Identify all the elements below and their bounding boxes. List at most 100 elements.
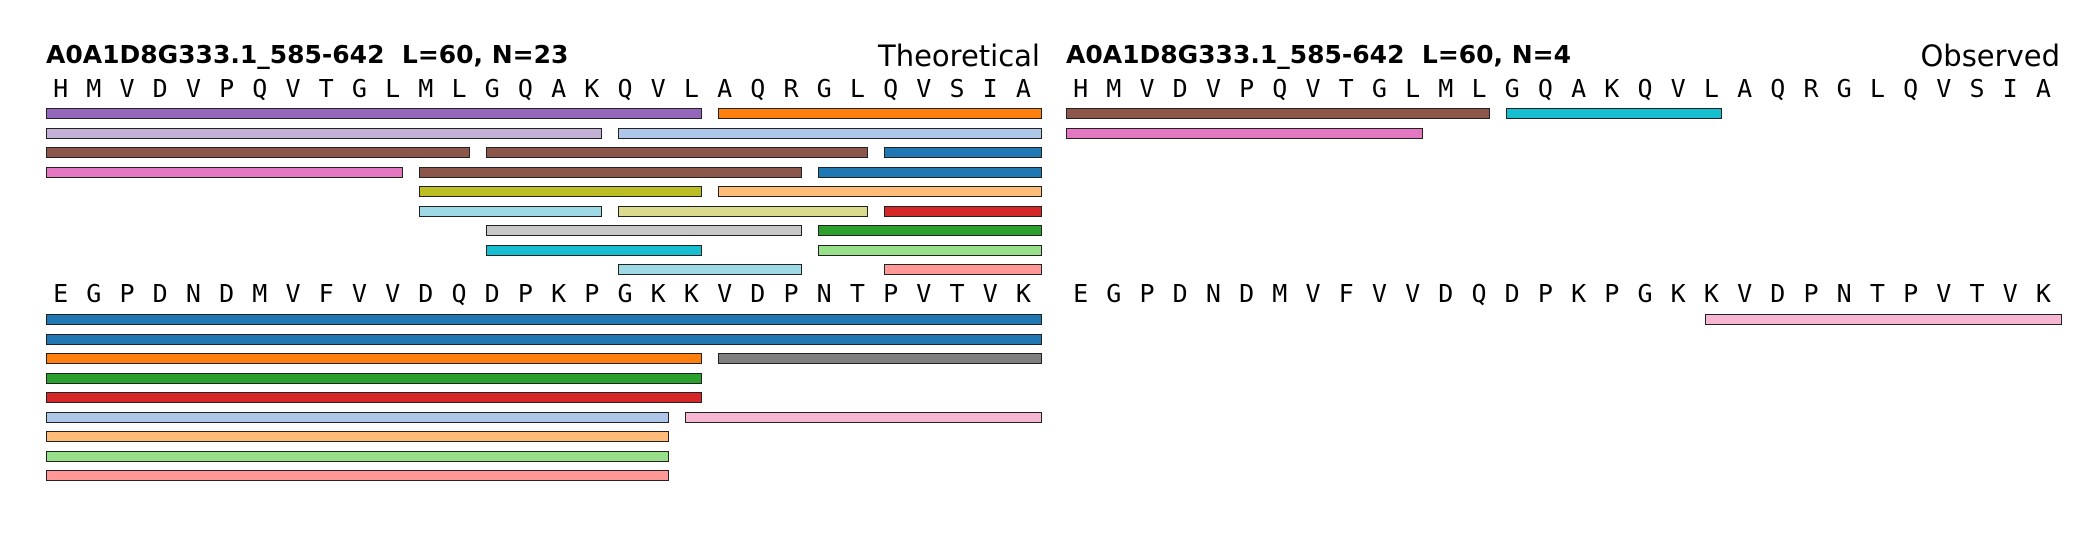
residue-letter: L: [1471, 74, 1487, 103]
residue-letter: M: [252, 279, 268, 308]
residue-letter: P: [1239, 74, 1255, 103]
peptide-bar: [46, 372, 702, 384]
peptide-bar: [718, 186, 1042, 197]
peptide-bar: [1505, 108, 1722, 119]
residue-letter: K: [1703, 279, 1719, 308]
residue-letter: P: [517, 279, 533, 308]
peptide-bar: [884, 264, 1042, 275]
peptide-bar: [46, 392, 702, 403]
residue-letter: D: [418, 279, 434, 308]
residue-letter: G: [1836, 74, 1852, 103]
residue-letter: D: [1172, 279, 1188, 308]
residue-letter: H: [1073, 74, 1089, 103]
peptide-bar: [485, 225, 802, 236]
residue-letter: G: [1106, 279, 1122, 308]
residue-letter: V: [1371, 279, 1387, 308]
residue-letter: K: [1571, 279, 1587, 308]
residue-letter: V: [185, 74, 201, 103]
residue-letter: D: [1172, 74, 1188, 103]
residue-letter: Q: [617, 74, 633, 103]
residue-letter: P: [119, 279, 135, 308]
residue-letter: D: [152, 279, 168, 308]
residue-letter: K: [551, 279, 567, 308]
residue-letter: V: [982, 279, 998, 308]
residue-letter: L: [451, 74, 467, 103]
peptide-bar: [46, 450, 669, 462]
residue-letter: G: [816, 74, 832, 103]
peptide-bar: [684, 411, 1042, 423]
peptide-bar: [46, 431, 669, 442]
residue-letter: A: [1015, 74, 1031, 103]
peptide-bar: [46, 333, 1042, 345]
residue-letter: P: [1139, 279, 1155, 308]
peptide-bar: [46, 314, 1042, 325]
residue-letter: M: [1438, 74, 1454, 103]
residue-letter: K: [683, 279, 699, 308]
peptide-bar: [817, 225, 1042, 236]
residue-letter: M: [418, 74, 434, 103]
residue-letter: K: [1670, 279, 1686, 308]
peptide-bar: [46, 353, 702, 364]
theoretical-panel-title: A0A1D8G333.1_585-642 L=60, N=23: [46, 40, 569, 69]
peptide-bar: [46, 108, 702, 119]
peptide-bar: [884, 205, 1042, 217]
peptide-bar: [46, 470, 669, 481]
residue-letter: Q: [1770, 74, 1786, 103]
residue-letter: V: [717, 279, 733, 308]
residue-letter: P: [783, 279, 799, 308]
residue-letter: V: [1305, 74, 1321, 103]
residue-letter: D: [219, 279, 235, 308]
residue-letter: G: [86, 279, 102, 308]
residue-letter: Q: [517, 74, 533, 103]
residue-letter: V: [119, 74, 135, 103]
residue-letter: L: [1703, 74, 1719, 103]
residue-letter: V: [285, 279, 301, 308]
residue-letter: V: [1405, 279, 1421, 308]
residue-letter: V: [351, 279, 367, 308]
residue-letter: R: [783, 74, 799, 103]
peptide-bar: [485, 147, 868, 158]
residue-letter: K: [1604, 74, 1620, 103]
residue-letter: A: [1571, 74, 1587, 103]
peptide-bar: [817, 166, 1042, 178]
residue-letter: K: [1015, 279, 1031, 308]
residue-letter: R: [1803, 74, 1819, 103]
residue-letter: V: [916, 279, 932, 308]
residue-letter: Q: [1272, 74, 1288, 103]
peptide-bar: [419, 166, 802, 178]
residue-letter: V: [650, 74, 666, 103]
residue-letter: Q: [1471, 279, 1487, 308]
residue-letter: N: [1205, 279, 1221, 308]
residue-letter: E: [1073, 279, 1089, 308]
peptide-bar: [419, 186, 702, 197]
residue-letter: G: [617, 279, 633, 308]
residue-letter: A: [2035, 74, 2051, 103]
residue-letter: L: [1405, 74, 1421, 103]
residue-letter: Q: [252, 74, 268, 103]
residue-letter: S: [1969, 74, 1985, 103]
residue-letter: Q: [1903, 74, 1919, 103]
peptide-bar: [718, 353, 1042, 364]
residue-letter: K: [584, 74, 600, 103]
residue-letter: P: [584, 279, 600, 308]
residue-letter: Q: [451, 279, 467, 308]
residue-letter: A: [717, 74, 733, 103]
residue-letter: V: [385, 279, 401, 308]
residue-letter: M: [86, 74, 102, 103]
residue-letter: F: [318, 279, 334, 308]
peptide-bar: [817, 244, 1042, 256]
residue-letter: P: [1604, 279, 1620, 308]
residue-letter: T: [849, 279, 865, 308]
peptide-bar: [1704, 314, 2062, 325]
residue-letter: D: [1770, 279, 1786, 308]
peptide-bar: [485, 244, 702, 256]
residue-letter: D: [1239, 279, 1255, 308]
residue-letter: K: [650, 279, 666, 308]
peptide-bar: [884, 147, 1042, 158]
residue-letter: I: [2002, 74, 2018, 103]
residue-letter: P: [1803, 279, 1819, 308]
peptide-bar: [46, 411, 669, 423]
peptide-bar: [618, 264, 802, 275]
residue-letter: T: [1869, 279, 1885, 308]
residue-letter: D: [152, 74, 168, 103]
